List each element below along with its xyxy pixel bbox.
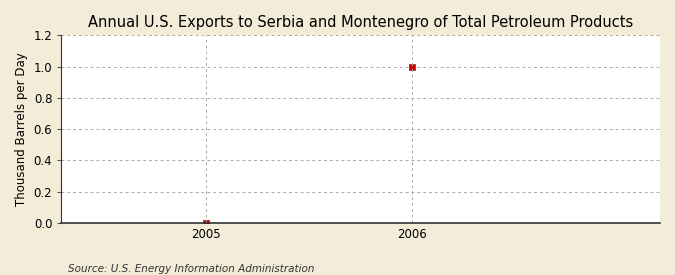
Title: Annual U.S. Exports to Serbia and Montenegro of Total Petroleum Products: Annual U.S. Exports to Serbia and Monten… bbox=[88, 15, 633, 30]
Y-axis label: Thousand Barrels per Day: Thousand Barrels per Day bbox=[15, 52, 28, 206]
Text: Source: U.S. Energy Information Administration: Source: U.S. Energy Information Administ… bbox=[68, 264, 314, 274]
